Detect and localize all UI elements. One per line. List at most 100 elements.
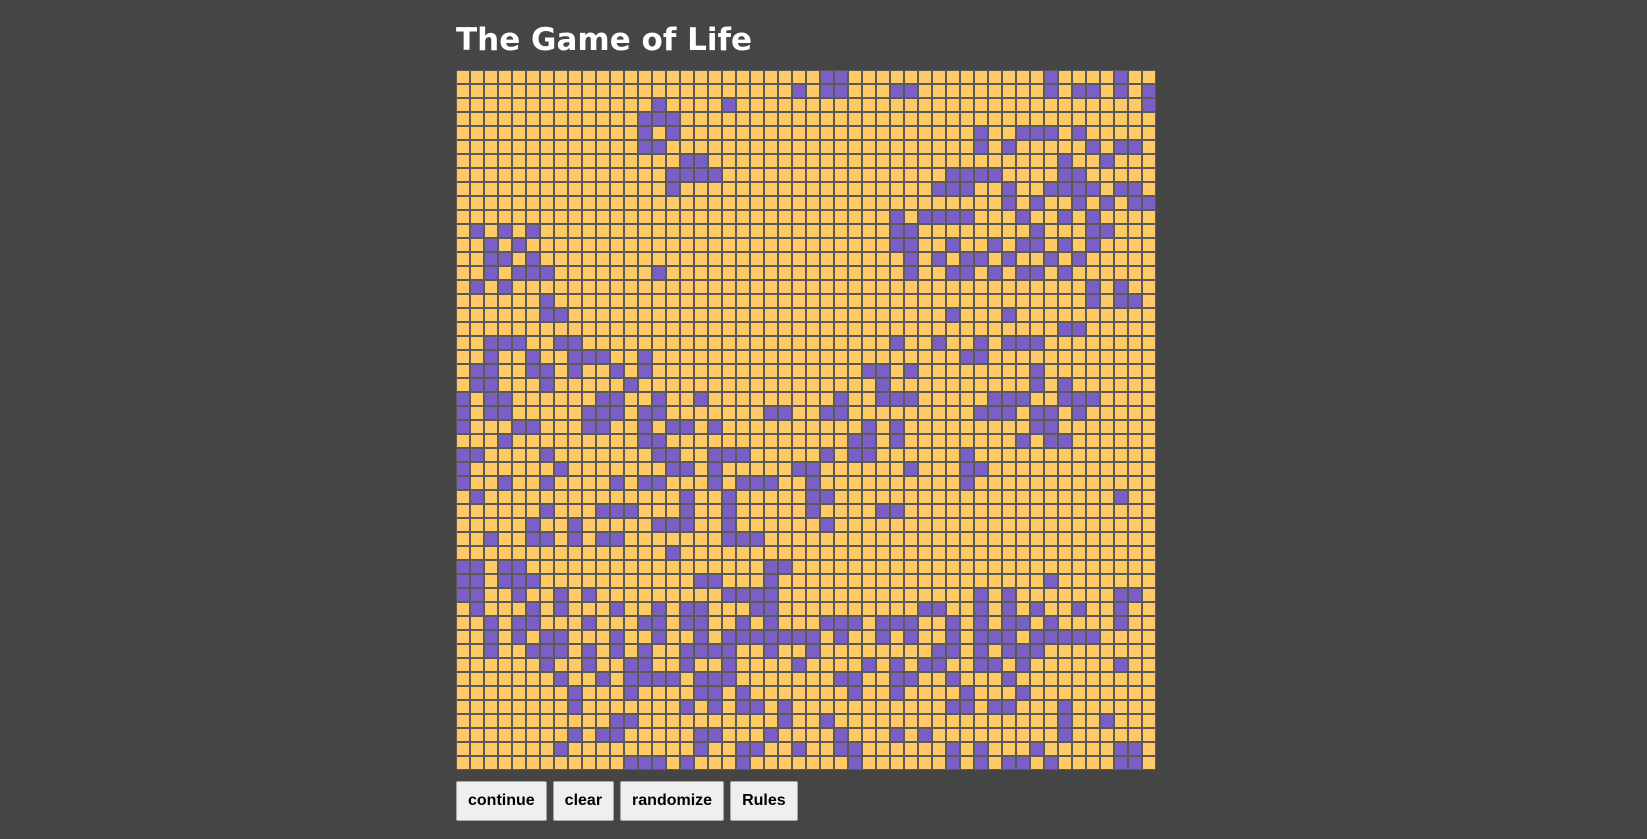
cell-alive[interactable]	[806, 504, 820, 518]
cell-dead[interactable]	[904, 560, 918, 574]
cell-alive[interactable]	[1030, 420, 1044, 434]
cell-dead[interactable]	[484, 728, 498, 742]
cell-dead[interactable]	[904, 322, 918, 336]
cell-dead[interactable]	[526, 126, 540, 140]
cell-dead[interactable]	[582, 252, 596, 266]
cell-dead[interactable]	[568, 462, 582, 476]
cell-dead[interactable]	[638, 700, 652, 714]
cell-dead[interactable]	[1128, 210, 1142, 224]
cell-dead[interactable]	[1016, 308, 1030, 322]
cell-dead[interactable]	[526, 546, 540, 560]
cell-dead[interactable]	[834, 644, 848, 658]
cell-dead[interactable]	[736, 266, 750, 280]
cell-dead[interactable]	[722, 140, 736, 154]
cell-dead[interactable]	[568, 616, 582, 630]
cell-alive[interactable]	[876, 630, 890, 644]
cell-dead[interactable]	[1016, 294, 1030, 308]
cell-dead[interactable]	[988, 462, 1002, 476]
cell-dead[interactable]	[708, 266, 722, 280]
cell-alive[interactable]	[498, 434, 512, 448]
cell-dead[interactable]	[624, 490, 638, 504]
cell-alive[interactable]	[890, 84, 904, 98]
cell-dead[interactable]	[498, 210, 512, 224]
cell-dead[interactable]	[694, 196, 708, 210]
cell-dead[interactable]	[862, 644, 876, 658]
cell-alive[interactable]	[834, 616, 848, 630]
cell-dead[interactable]	[1072, 714, 1086, 728]
cell-dead[interactable]	[806, 308, 820, 322]
cell-dead[interactable]	[932, 700, 946, 714]
cell-dead[interactable]	[540, 210, 554, 224]
cell-alive[interactable]	[1030, 644, 1044, 658]
cell-dead[interactable]	[652, 70, 666, 84]
cell-dead[interactable]	[1100, 546, 1114, 560]
cell-dead[interactable]	[512, 168, 526, 182]
cell-dead[interactable]	[932, 308, 946, 322]
cell-dead[interactable]	[764, 168, 778, 182]
cell-dead[interactable]	[862, 672, 876, 686]
cell-dead[interactable]	[1030, 252, 1044, 266]
cell-dead[interactable]	[708, 238, 722, 252]
cell-dead[interactable]	[890, 308, 904, 322]
cell-dead[interactable]	[652, 280, 666, 294]
cell-alive[interactable]	[1044, 252, 1058, 266]
cell-alive[interactable]	[498, 406, 512, 420]
cell-dead[interactable]	[722, 602, 736, 616]
cell-alive[interactable]	[484, 406, 498, 420]
cell-dead[interactable]	[652, 308, 666, 322]
cell-dead[interactable]	[554, 154, 568, 168]
cell-dead[interactable]	[1100, 280, 1114, 294]
cell-alive[interactable]	[1114, 70, 1128, 84]
cell-dead[interactable]	[918, 686, 932, 700]
cell-dead[interactable]	[680, 308, 694, 322]
cell-dead[interactable]	[1002, 168, 1016, 182]
cell-alive[interactable]	[470, 574, 484, 588]
cell-dead[interactable]	[540, 574, 554, 588]
cell-dead[interactable]	[1016, 518, 1030, 532]
cell-alive[interactable]	[764, 406, 778, 420]
cell-dead[interactable]	[540, 252, 554, 266]
cell-alive[interactable]	[932, 336, 946, 350]
cell-dead[interactable]	[484, 308, 498, 322]
cell-dead[interactable]	[456, 686, 470, 700]
cell-dead[interactable]	[834, 336, 848, 350]
cell-alive[interactable]	[694, 616, 708, 630]
cell-dead[interactable]	[904, 588, 918, 602]
cell-dead[interactable]	[820, 658, 834, 672]
cell-dead[interactable]	[792, 644, 806, 658]
cell-dead[interactable]	[624, 644, 638, 658]
cell-alive[interactable]	[932, 182, 946, 196]
cell-dead[interactable]	[624, 588, 638, 602]
cell-dead[interactable]	[834, 434, 848, 448]
cell-alive[interactable]	[974, 252, 988, 266]
cell-dead[interactable]	[1128, 112, 1142, 126]
cell-dead[interactable]	[1016, 490, 1030, 504]
cell-dead[interactable]	[764, 756, 778, 770]
cell-dead[interactable]	[470, 714, 484, 728]
cell-dead[interactable]	[512, 182, 526, 196]
cell-dead[interactable]	[820, 252, 834, 266]
cell-dead[interactable]	[470, 406, 484, 420]
cell-dead[interactable]	[848, 504, 862, 518]
cell-dead[interactable]	[638, 392, 652, 406]
cell-dead[interactable]	[1086, 518, 1100, 532]
cell-alive[interactable]	[834, 630, 848, 644]
cell-alive[interactable]	[638, 126, 652, 140]
cell-dead[interactable]	[498, 658, 512, 672]
cell-dead[interactable]	[498, 644, 512, 658]
cell-alive[interactable]	[498, 224, 512, 238]
cell-dead[interactable]	[820, 224, 834, 238]
cell-alive[interactable]	[638, 756, 652, 770]
cell-dead[interactable]	[946, 252, 960, 266]
cell-dead[interactable]	[932, 70, 946, 84]
cell-alive[interactable]	[638, 420, 652, 434]
cell-dead[interactable]	[890, 112, 904, 126]
cell-dead[interactable]	[722, 224, 736, 238]
cell-alive[interactable]	[638, 350, 652, 364]
cell-dead[interactable]	[470, 462, 484, 476]
cell-dead[interactable]	[1016, 532, 1030, 546]
cell-alive[interactable]	[960, 350, 974, 364]
cell-dead[interactable]	[778, 420, 792, 434]
cell-dead[interactable]	[792, 126, 806, 140]
cell-dead[interactable]	[806, 182, 820, 196]
